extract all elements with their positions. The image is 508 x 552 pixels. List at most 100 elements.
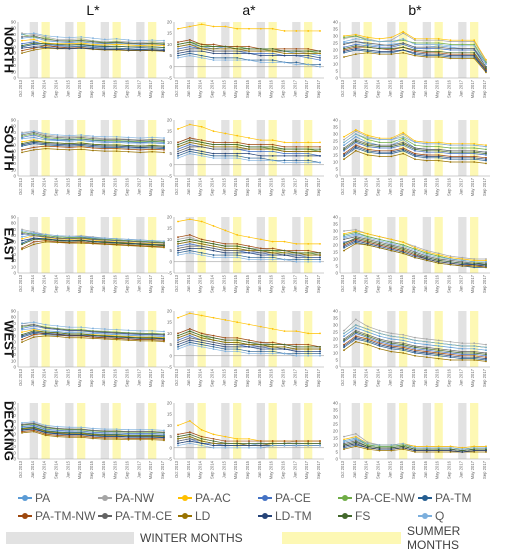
x-tick-label: Sep 2016	[281, 368, 286, 387]
data-point	[115, 150, 118, 153]
data-point	[461, 449, 464, 452]
data-point	[378, 152, 381, 155]
data-point	[248, 50, 250, 53]
data-point	[271, 328, 274, 330]
data-point	[188, 251, 191, 254]
y-tick-label: 50	[11, 425, 17, 430]
data-point	[248, 236, 250, 239]
x-tick-label: May 2014	[364, 177, 369, 196]
data-point	[32, 148, 35, 151]
data-point	[366, 441, 369, 444]
x-tick-label: Sep 2014	[54, 79, 59, 98]
data-point	[259, 446, 262, 449]
y-tick-label: 10	[333, 160, 339, 165]
y-tick-label: 90	[11, 401, 17, 406]
data-point	[68, 134, 71, 137]
data-point	[307, 152, 310, 155]
data-point	[103, 147, 106, 150]
data-point	[402, 245, 405, 248]
data-point	[163, 340, 165, 343]
data-point	[259, 350, 262, 353]
series-ld-tm	[343, 442, 487, 453]
data-point	[271, 440, 274, 442]
x-tick-label: Jan 2017	[292, 177, 297, 195]
data-point	[378, 40, 381, 43]
series-pa	[343, 326, 487, 352]
data-point	[32, 426, 35, 429]
data-point	[295, 440, 298, 442]
data-point	[177, 157, 179, 159]
data-point	[485, 263, 487, 266]
data-point	[414, 246, 416, 249]
x-tick-label: May 2016	[269, 274, 274, 293]
data-point	[402, 32, 405, 35]
data-point	[177, 150, 179, 153]
data-point	[461, 155, 464, 158]
data-point	[151, 432, 154, 435]
data-point	[224, 247, 227, 250]
data-point	[151, 333, 154, 335]
data-point	[402, 251, 405, 253]
series-fs	[343, 44, 487, 70]
data-point	[319, 350, 321, 353]
data-point	[425, 151, 428, 154]
data-point	[80, 42, 83, 45]
data-point	[21, 140, 23, 143]
data-point	[80, 239, 83, 242]
data-point	[485, 449, 487, 452]
data-point	[461, 352, 464, 354]
data-point	[485, 144, 487, 147]
x-tick-label: Sep 2016	[447, 177, 452, 196]
data-point	[212, 316, 215, 319]
x-tick-label: Sep 2016	[125, 460, 130, 479]
data-point	[212, 437, 215, 440]
data-point	[485, 448, 487, 451]
data-point	[188, 328, 191, 330]
series-q	[177, 442, 321, 449]
data-point	[127, 45, 130, 48]
data-point	[283, 154, 286, 157]
data-point	[271, 145, 274, 148]
data-point	[390, 444, 393, 446]
data-point	[343, 148, 345, 151]
series-ld	[21, 240, 165, 251]
data-point	[92, 145, 94, 148]
data-point	[414, 345, 416, 347]
data-point	[414, 342, 416, 345]
data-point	[163, 137, 165, 139]
data-point	[343, 144, 345, 147]
x-tick-label: Jan 2014	[30, 460, 35, 478]
data-point	[414, 339, 416, 342]
data-point	[236, 52, 239, 55]
data-point	[354, 331, 357, 333]
data-point	[127, 47, 130, 50]
data-point	[425, 51, 428, 54]
summer-band	[41, 22, 50, 78]
y-tick-label: -5	[168, 365, 173, 370]
y-tick-label: 90	[11, 118, 17, 123]
data-point	[80, 144, 83, 147]
data-point	[485, 265, 487, 267]
data-point	[414, 147, 416, 149]
data-point	[295, 150, 298, 153]
data-point	[461, 144, 464, 147]
data-point	[354, 133, 357, 135]
data-point	[473, 47, 476, 50]
summer-band	[233, 403, 242, 459]
y-tick-label: 80	[11, 124, 17, 129]
y-tick-label: 0	[335, 457, 338, 462]
data-point	[212, 45, 215, 48]
data-point	[236, 256, 239, 259]
data-point	[366, 336, 369, 339]
data-point	[32, 42, 35, 45]
data-point	[177, 52, 179, 55]
data-point	[21, 430, 23, 433]
data-point	[378, 347, 381, 350]
data-point	[354, 237, 357, 239]
data-point	[80, 428, 83, 431]
data-point	[21, 44, 23, 47]
data-point	[378, 445, 381, 448]
data-point	[449, 40, 452, 43]
data-point	[32, 243, 35, 246]
data-point	[259, 47, 262, 50]
